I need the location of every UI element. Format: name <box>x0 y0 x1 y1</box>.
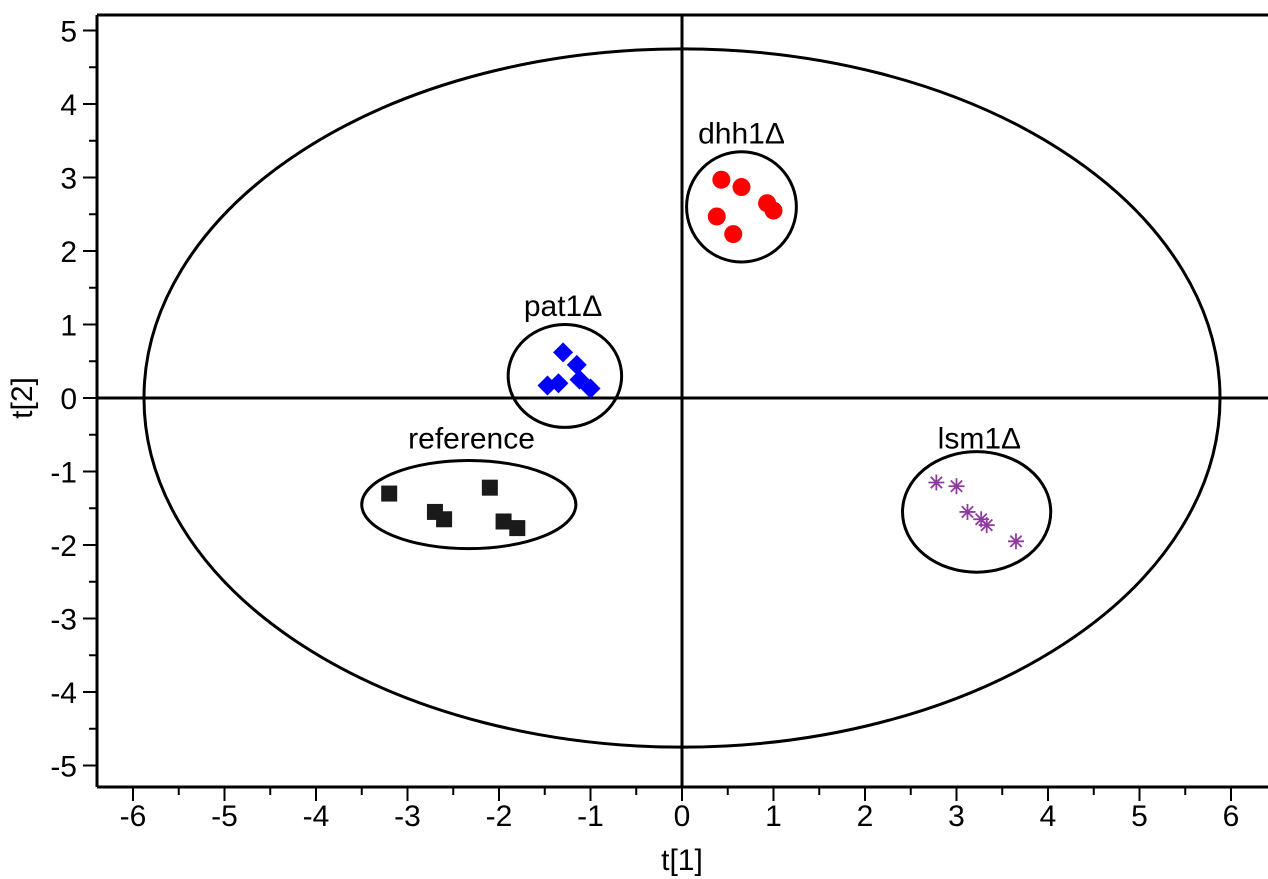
group-label: lsm1Δ <box>938 422 1021 455</box>
x-tick-label: -2 <box>486 800 513 833</box>
y-axis-title: t[2] <box>6 377 39 419</box>
x-tick-label: 4 <box>1040 800 1057 833</box>
y-tick-label: -1 <box>50 457 77 490</box>
point-circle <box>724 225 743 244</box>
group-labels: dhh1Δ pat1Δ reference lsm1Δ <box>408 117 1021 455</box>
point-asterisk <box>959 503 976 520</box>
point-circle <box>764 201 783 220</box>
x-tick-label: -5 <box>211 800 238 833</box>
x-tick-label: -4 <box>303 800 330 833</box>
point-diamond <box>548 373 569 394</box>
point-asterisk <box>948 478 965 495</box>
point-square <box>436 511 453 528</box>
x-tick-label: 1 <box>765 800 782 833</box>
asterisk-stroke <box>1009 535 1023 548</box>
point-square <box>495 513 512 530</box>
group-label: dhh1Δ <box>698 117 785 150</box>
axes: -6 -5 -4 -3 -2 -1 0 1 2 3 4 5 6 -5 -4 -3 -2 -1 0 1 2 3 4 5 <box>50 13 1268 833</box>
point-square <box>481 479 498 496</box>
point-circle <box>732 178 751 197</box>
point-square <box>381 485 398 502</box>
x-tick-label: 5 <box>1131 800 1148 833</box>
y-tick-label: -4 <box>50 677 77 710</box>
point-diamond <box>566 354 587 375</box>
point-asterisk <box>928 474 945 491</box>
group-label: reference <box>408 422 535 455</box>
x-tick-label: 6 <box>1223 800 1240 833</box>
point-diamond <box>553 342 574 363</box>
x-tick-label: -6 <box>120 800 147 833</box>
asterisk-stroke <box>950 479 963 493</box>
asterisk-stroke <box>974 512 988 526</box>
cluster-ellipse <box>685 150 798 264</box>
point-circle <box>712 170 731 189</box>
cluster-ellipse <box>506 323 624 429</box>
y-tick-label: 3 <box>60 163 77 196</box>
point-circle <box>707 207 726 226</box>
point-square <box>509 520 526 537</box>
y-tick-label: 0 <box>60 383 77 416</box>
group-label: pat1Δ <box>524 290 602 323</box>
asterisk-stroke <box>930 476 943 489</box>
y-tick-label: 4 <box>60 89 77 122</box>
cluster-ellipse <box>360 458 578 551</box>
data-points <box>381 170 1024 550</box>
point-diamond <box>580 378 601 399</box>
asterisk-stroke <box>980 518 993 532</box>
x-tick-label: 0 <box>674 800 691 833</box>
y-tick-label: -3 <box>50 604 77 637</box>
y-tick-label: -5 <box>50 751 77 784</box>
point-asterisk <box>1007 533 1024 550</box>
y-tick-label: -2 <box>50 530 77 563</box>
y-tick-label: 5 <box>60 16 77 49</box>
y-tick-label: 2 <box>60 236 77 269</box>
x-tick-label: 2 <box>857 800 874 833</box>
y-tick-label: 1 <box>60 310 77 343</box>
x-tick-label: -3 <box>394 800 421 833</box>
asterisk-stroke <box>961 505 974 519</box>
cluster-ellipse <box>901 450 1053 574</box>
x-tick-label: -1 <box>577 800 604 833</box>
x-axis-title: t[1] <box>661 844 703 877</box>
x-tick-label: 3 <box>948 800 965 833</box>
point-asterisk <box>978 517 995 534</box>
